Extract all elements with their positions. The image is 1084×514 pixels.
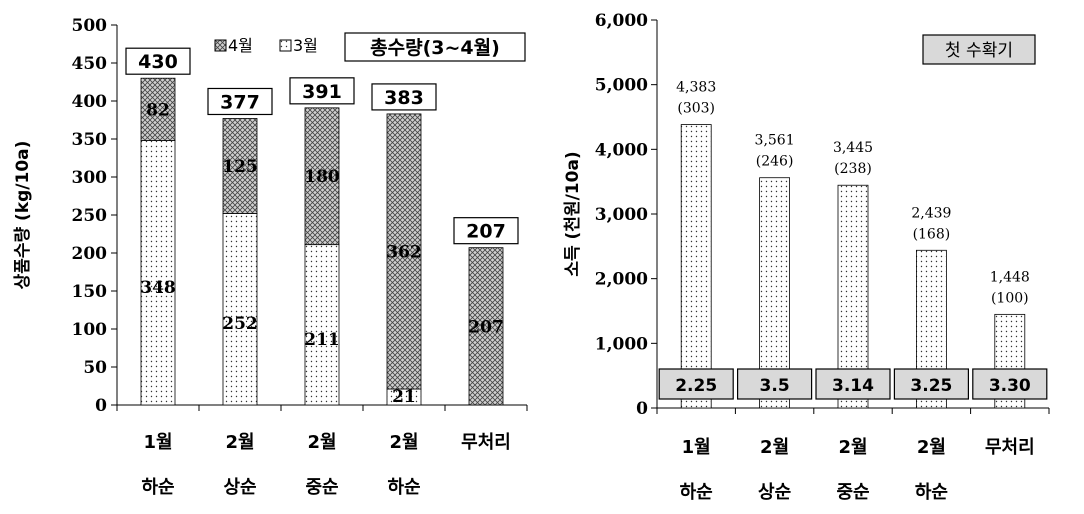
- bar-segment-4월: [222, 118, 258, 214]
- y-tick-label: 400: [72, 92, 108, 112]
- total-label: 430: [138, 51, 178, 73]
- total-label: 207: [466, 221, 506, 243]
- y-axis-label: 소득 (천원/10a): [563, 151, 583, 276]
- bar-segment-3월: [304, 244, 340, 406]
- x-category-label: 중순: [305, 477, 338, 498]
- x-category-label: 하순: [141, 477, 174, 498]
- total-box: [371, 83, 437, 111]
- bottom-box-label: 3.25: [910, 376, 952, 396]
- y-axis-label: 상품수량 (kg/10a): [13, 141, 33, 290]
- y-tick-label: 3,000: [595, 205, 648, 225]
- data-label-value: 1,448: [990, 269, 1030, 285]
- y-tick-label: 0: [636, 399, 648, 419]
- bottom-box-label: 3.5: [760, 376, 790, 396]
- y-tick-label: 4,000: [595, 140, 648, 160]
- legend-swatch-4월: [214, 39, 227, 52]
- data-label-4월: 207: [468, 317, 504, 337]
- bar-segment-4월: [386, 113, 422, 390]
- badge-label: 첫 수확기: [945, 41, 1013, 61]
- data-label-3월: 348: [140, 278, 176, 298]
- data-label-4월: 125: [222, 157, 258, 177]
- x-category-label: 2월: [917, 437, 946, 458]
- bottom-box-label: 3.30: [989, 376, 1031, 396]
- bottom-box: [658, 368, 734, 400]
- bar: [680, 124, 712, 409]
- x-category-label: 무처리: [985, 437, 1035, 458]
- bottom-box: [893, 368, 970, 400]
- bottom-box: [972, 368, 1048, 400]
- data-label-4월: 180: [304, 167, 340, 187]
- data-label-4월: 82: [146, 100, 170, 120]
- bottom-box-label: 2.25: [675, 376, 717, 396]
- y-tick-label: 150: [72, 282, 108, 302]
- legend-swatch-3월: [279, 39, 292, 52]
- x-category-label: 하순: [915, 482, 948, 503]
- right-chart: 0 1,000 2,000 3,000 4,000 5,000 6,000 소득 (천원/10…: [563, 11, 1050, 503]
- bar-segment-3월: [222, 213, 258, 406]
- y-tick-label: 250: [72, 206, 108, 226]
- legend-label: 3월: [293, 36, 318, 55]
- badge-label: 총수량(3~4월): [370, 37, 500, 59]
- x-category-label: 2월: [307, 432, 336, 453]
- total-box: [453, 217, 519, 245]
- data-label-value: 3,445: [833, 140, 873, 156]
- bar-segment-3월: [140, 140, 176, 406]
- total-box: [289, 77, 355, 105]
- bar-segment-4월: [304, 107, 340, 246]
- x-category-label: 무처리: [461, 432, 511, 453]
- bar-segment-4월: [140, 77, 176, 141]
- legend-label: 4월: [228, 36, 253, 55]
- data-label-value: 4,383: [676, 80, 716, 96]
- total-label: 377: [220, 91, 260, 113]
- x-category-label: 2월: [225, 432, 254, 453]
- y-tick-label: 1,000: [595, 334, 648, 354]
- bottom-box-label: 3.14: [832, 376, 874, 396]
- data-label-index: (238): [834, 161, 872, 177]
- bottom-box: [815, 368, 891, 400]
- x-category-label: 중순: [836, 482, 869, 503]
- y-tick-label: 6,000: [595, 11, 648, 31]
- data-label-3월: 21: [392, 387, 416, 407]
- data-label-value: 2,439: [911, 205, 951, 221]
- data-label-index: (100): [991, 290, 1029, 306]
- total-label: 391: [302, 81, 342, 103]
- y-tick-label: 450: [72, 54, 108, 74]
- total-box: [207, 87, 273, 116]
- data-label-index: (303): [677, 101, 715, 117]
- x-category-label: 2월: [389, 432, 418, 453]
- x-category-label: 상순: [223, 477, 256, 498]
- x-category-label: 1월: [682, 437, 711, 458]
- data-label-3월: 252: [222, 314, 258, 334]
- x-category-label: 상순: [758, 482, 791, 503]
- y-tick-label: 200: [72, 244, 108, 264]
- badge-box: [922, 34, 1036, 65]
- data-label-index: (246): [756, 154, 794, 170]
- x-category-label: 하순: [680, 482, 713, 503]
- x-category-label: 2월: [838, 437, 867, 458]
- data-label-value: 3,561: [755, 133, 795, 149]
- x-category-label: 1월: [143, 432, 172, 453]
- y-tick-label: 2,000: [595, 270, 648, 290]
- data-label-3월: 211: [304, 330, 340, 350]
- y-tick-label: 5,000: [595, 76, 648, 96]
- x-category-label: 2월: [760, 437, 789, 458]
- y-tick-label: 0: [95, 396, 107, 416]
- left-chart: 0 50 100 150 200 250 300 350 400 450 500 상품수량 (kg/1…: [13, 16, 528, 498]
- badge-box: [344, 32, 526, 62]
- x-category-label: 하순: [387, 477, 420, 498]
- y-tick-label: 100: [72, 320, 108, 340]
- y-tick-label: 50: [83, 358, 107, 378]
- y-tick-label: 350: [72, 130, 108, 150]
- y-tick-label: 500: [72, 16, 108, 36]
- total-box: [125, 47, 191, 75]
- bottom-box: [736, 368, 813, 400]
- data-label-index: (168): [913, 226, 951, 242]
- total-label: 383: [384, 87, 424, 109]
- y-tick-label: 300: [72, 168, 108, 188]
- data-label-4월: 362: [386, 242, 422, 262]
- bar-segment-4월: [468, 247, 504, 406]
